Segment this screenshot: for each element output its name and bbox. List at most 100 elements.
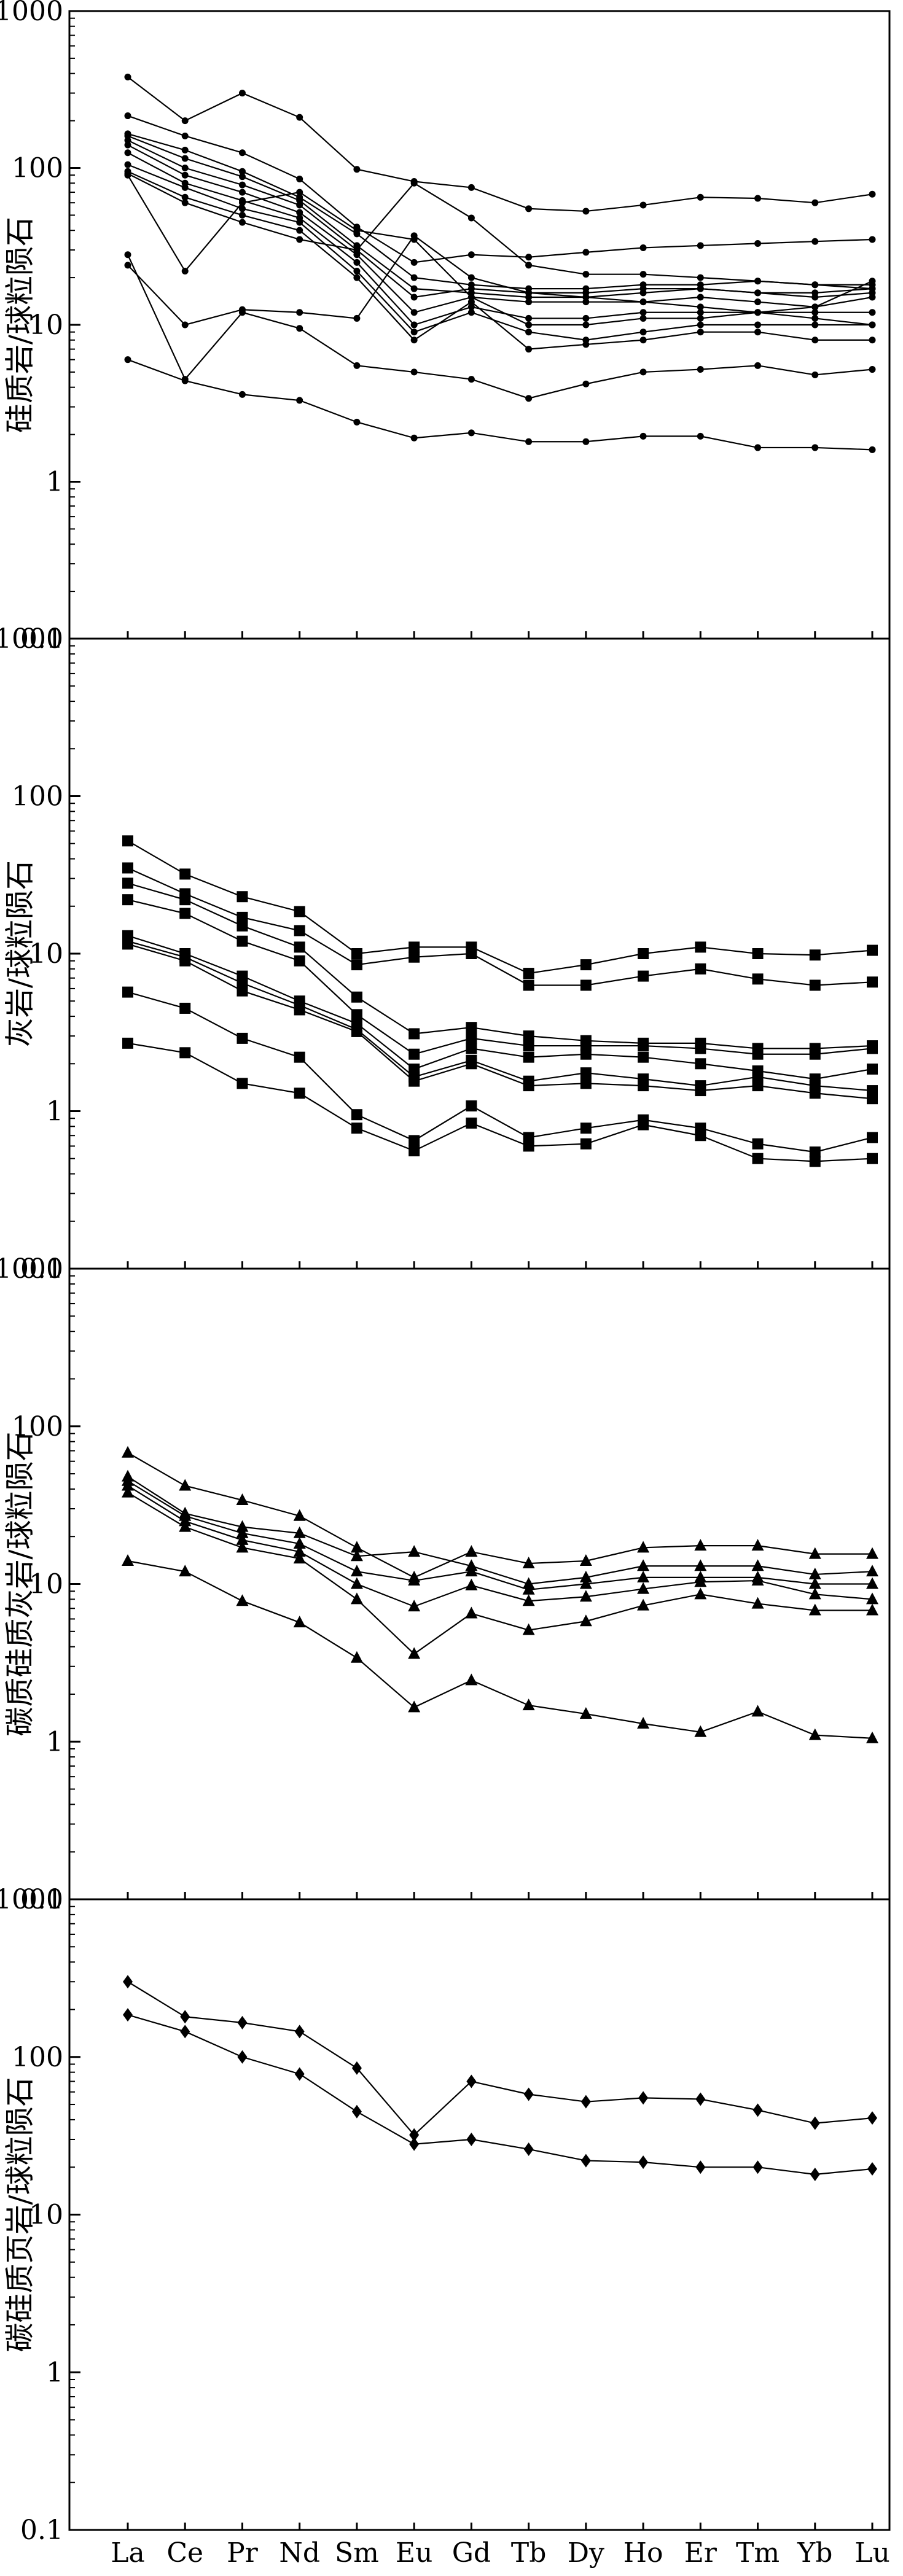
series-line <box>127 164 872 341</box>
data-point <box>866 1731 878 1743</box>
data-point <box>639 271 647 278</box>
data-point <box>811 303 819 311</box>
series-9 <box>122 1037 878 1167</box>
data-point <box>179 908 191 919</box>
data-point <box>808 1587 821 1600</box>
data-point <box>639 309 647 316</box>
data-point <box>525 395 533 402</box>
series-1 <box>122 1446 878 1582</box>
data-point <box>754 329 762 336</box>
data-point <box>467 309 475 316</box>
data-point <box>580 1040 592 1052</box>
data-point <box>351 1123 362 1134</box>
data-point <box>810 2116 820 2130</box>
data-point <box>296 219 303 226</box>
data-point <box>866 1577 878 1589</box>
data-point <box>124 141 131 149</box>
data-point <box>639 314 647 322</box>
data-point <box>237 920 248 932</box>
data-point <box>466 1117 477 1129</box>
data-point <box>695 1043 706 1054</box>
data-point <box>637 1598 650 1611</box>
series-7 <box>124 149 876 329</box>
data-point <box>467 285 475 292</box>
data-point <box>238 211 246 219</box>
data-point <box>697 294 704 301</box>
data-point <box>523 1030 534 1042</box>
series-line <box>127 882 873 1049</box>
data-point <box>296 309 303 316</box>
x-tick-label: La <box>111 2537 144 2569</box>
data-point <box>353 246 361 254</box>
data-point <box>637 1582 650 1594</box>
x-tick-label: Sm <box>335 2537 379 2569</box>
data-point <box>294 1088 305 1099</box>
data-point <box>410 232 418 239</box>
data-point <box>124 161 131 168</box>
data-point <box>238 149 246 157</box>
data-point <box>867 976 878 988</box>
data-point <box>467 298 475 306</box>
series-line <box>127 171 872 350</box>
data-point <box>350 1577 363 1589</box>
data-point <box>466 1032 477 1044</box>
y-tick-label: 10 <box>29 1569 63 1600</box>
data-point <box>522 1623 535 1635</box>
data-point <box>179 868 191 880</box>
data-point <box>752 973 764 985</box>
y-tick-label: 10 <box>29 2200 63 2231</box>
series-line <box>127 1981 873 2136</box>
data-point <box>811 199 819 206</box>
series-line <box>127 174 873 326</box>
series-line <box>127 115 873 263</box>
data-point <box>410 337 418 344</box>
x-tick-label: Dy <box>568 2537 604 2569</box>
data-point <box>408 1574 421 1586</box>
x-tick-label: Tb <box>511 2537 547 2569</box>
data-point <box>122 1479 134 1491</box>
data-point <box>296 236 303 243</box>
data-point <box>808 1547 821 1559</box>
data-point <box>350 1541 363 1553</box>
series-11 <box>124 171 876 329</box>
data-point <box>697 321 704 329</box>
data-point <box>296 201 303 209</box>
data-point <box>752 1080 764 1092</box>
data-point <box>237 1032 248 1044</box>
data-point <box>408 1700 421 1713</box>
data-point <box>467 376 475 383</box>
data-point <box>124 171 131 179</box>
data-point <box>353 268 361 275</box>
data-point <box>754 240 762 247</box>
data-point <box>122 862 133 874</box>
series-5 <box>122 1485 878 1659</box>
y-tick-label: 1000 <box>0 0 63 27</box>
data-point <box>236 1526 249 1538</box>
data-point <box>238 173 246 181</box>
data-point <box>580 1138 592 1150</box>
data-point <box>465 1565 478 1577</box>
data-point <box>579 1590 592 1602</box>
data-point <box>353 314 361 322</box>
data-point <box>465 1578 478 1590</box>
data-point <box>466 1058 477 1070</box>
data-point <box>639 201 647 209</box>
data-point <box>408 1545 421 1557</box>
data-point <box>181 199 189 206</box>
y-tick-label: 1 <box>46 1096 63 1127</box>
data-point <box>179 1479 192 1491</box>
data-point <box>582 380 590 387</box>
data-point <box>181 193 189 201</box>
data-point <box>867 2111 877 2125</box>
x-tick-label: Eu <box>396 2537 432 2569</box>
data-point <box>751 1574 764 1586</box>
data-point <box>697 432 704 440</box>
data-point <box>697 309 704 316</box>
data-point <box>580 2095 591 2109</box>
data-point <box>638 1119 649 1130</box>
data-point <box>409 2128 420 2142</box>
data-point <box>124 356 131 364</box>
data-point <box>869 446 876 453</box>
panel-1: 0.1 1 10 100 1000 硅质岩/球粒陨石 <box>0 0 891 655</box>
data-point <box>637 1570 650 1582</box>
